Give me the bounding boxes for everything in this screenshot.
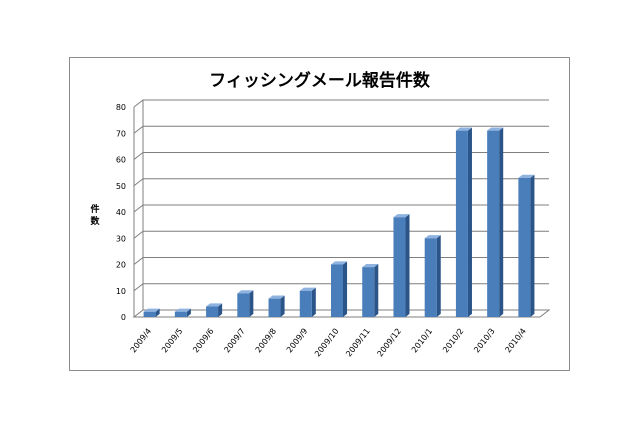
bar-top (487, 127, 504, 131)
y-axis-label: 件数 (90, 205, 100, 227)
bar-side (405, 214, 410, 317)
bar (206, 303, 223, 317)
bar-side (343, 261, 348, 317)
bar-front (174, 311, 187, 317)
bar-side (249, 290, 254, 317)
bar-front (268, 298, 281, 317)
bar-top (518, 174, 535, 178)
gridline (133, 204, 549, 213)
x-tick-label: 2009/7 (222, 327, 246, 355)
y-tick-label: 30 (116, 234, 126, 243)
bar (331, 261, 348, 317)
x-tick-label: 2010/1 (410, 327, 434, 355)
bar (518, 174, 535, 317)
bar (362, 263, 379, 317)
bar-top (174, 308, 191, 312)
bar (424, 235, 441, 317)
bar-side (311, 287, 316, 317)
bar-top (299, 287, 316, 291)
plot-area: 0 10 20 30 40 50 60 70 80 2009/4 2009/5 2009/6 2009… (116, 99, 551, 359)
bar (174, 308, 191, 317)
bar-side (374, 263, 379, 317)
chart-frame: フィッシングメール報告件数 件数 0 10 20 30 40 50 60 70 80 2009/… (69, 57, 570, 371)
bar-front (299, 290, 312, 317)
bar-front (143, 311, 156, 317)
chart-title: フィッシングメール報告件数 (209, 71, 430, 91)
x-tick-label: 2009/12 (375, 327, 403, 359)
x-tick-label: 2010/4 (504, 327, 528, 355)
bar-side (155, 308, 160, 317)
gridline (133, 152, 549, 160)
bar (299, 287, 316, 317)
x-tick-label: 2009/8 (254, 327, 278, 355)
y-tick-label: 80 (116, 103, 126, 112)
bar (268, 295, 285, 317)
bar-front (424, 238, 437, 317)
x-tick-label: 2009/6 (191, 327, 215, 355)
bar-side (436, 235, 441, 317)
bar-front (518, 177, 531, 317)
bar-side (280, 295, 285, 317)
x-tick-label: 2009/4 (129, 327, 153, 355)
y-tick-label: 10 (116, 287, 126, 296)
x-tick-label: 2009/11 (344, 327, 372, 359)
y-tick-label: 60 (116, 156, 126, 165)
bar (393, 214, 410, 317)
bar-top (268, 295, 285, 299)
bar-side (218, 303, 223, 317)
y-tick-label: 0 (121, 313, 126, 322)
bar-front (331, 264, 343, 317)
bar-front (362, 267, 375, 317)
gridline (133, 125, 549, 134)
bar (143, 308, 160, 317)
y-tick-label: 20 (116, 261, 126, 270)
x-tick-label: 2010/3 (472, 327, 496, 355)
bar-side (530, 174, 535, 317)
bar (487, 127, 504, 317)
y-tick-label: 70 (116, 129, 126, 138)
x-tick-label: 2009/10 (313, 327, 341, 359)
bar-top (206, 303, 223, 307)
x-tick-label: 2010/2 (441, 327, 465, 355)
bar (237, 290, 254, 317)
bar-top (237, 290, 254, 294)
bar-front (237, 293, 250, 317)
y-tick-label: 40 (116, 208, 126, 217)
gridline (133, 283, 549, 292)
bar-top (455, 127, 472, 131)
bar-top (393, 214, 410, 218)
gridline (133, 230, 549, 239)
bar-front (206, 306, 219, 317)
bar-side (499, 127, 504, 317)
x-tick-label: 2009/9 (285, 327, 309, 355)
bar-top (362, 263, 379, 268)
gridline (133, 257, 549, 265)
bar-top (331, 261, 348, 265)
gridline (133, 178, 549, 187)
bar-front (393, 217, 406, 317)
y-tick-label: 50 (116, 182, 126, 191)
bar-top (143, 308, 160, 312)
gridline (133, 99, 549, 108)
bar-side (186, 308, 191, 317)
bar-front (487, 130, 500, 317)
bar-top (424, 235, 441, 239)
bar (455, 127, 472, 317)
bar-front (455, 130, 468, 317)
bar-side (467, 127, 472, 317)
x-tick-label: 2009/5 (160, 327, 184, 355)
